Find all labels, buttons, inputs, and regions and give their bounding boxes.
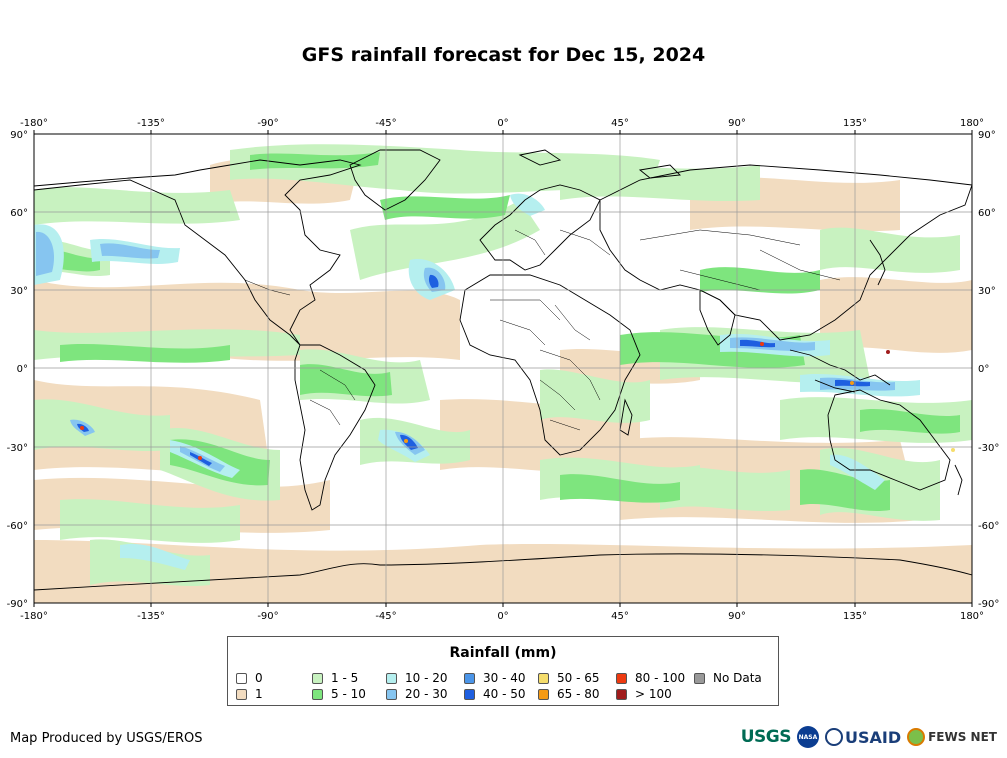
legend-swatch bbox=[386, 688, 397, 700]
lat-label: 0° bbox=[978, 364, 989, 375]
lon-label: -45° bbox=[375, 611, 396, 622]
rainfall-layer-5-10mm bbox=[34, 152, 960, 512]
tick-marks bbox=[33, 130, 973, 607]
lat-label: 30° bbox=[978, 286, 996, 297]
legend-swatch bbox=[538, 672, 549, 684]
legend-label: 20 - 30 bbox=[405, 687, 448, 701]
legend-label: 10 - 20 bbox=[405, 671, 448, 685]
legend-label: 50 - 65 bbox=[557, 671, 600, 685]
lat-label: 60° bbox=[978, 208, 996, 219]
legend-swatch bbox=[312, 672, 323, 684]
lat-label: -30° bbox=[7, 443, 28, 454]
legend-item: 30 - 40 bbox=[464, 671, 526, 685]
legend-item: 40 - 50 bbox=[464, 687, 526, 701]
legend-item: No Data bbox=[694, 671, 762, 685]
lat-label: 30° bbox=[10, 286, 28, 297]
usaid-seal-icon bbox=[824, 728, 843, 746]
legend-item: 1 - 5 bbox=[312, 671, 358, 685]
legend-item: 1 bbox=[236, 687, 263, 701]
legend-swatch bbox=[616, 688, 627, 700]
legend-label: 65 - 80 bbox=[557, 687, 600, 701]
lat-label: 90° bbox=[978, 130, 996, 141]
lat-label: -60° bbox=[978, 521, 999, 532]
lon-labels-top: -180° -135° -90° -45° 0° 45° 90° 135° 18… bbox=[20, 118, 984, 129]
lat-label: -90° bbox=[978, 599, 999, 610]
legend-label: 0 bbox=[255, 671, 263, 685]
lon-label: 180° bbox=[960, 611, 984, 622]
legend-item: 0 bbox=[236, 671, 263, 685]
country-borders bbox=[130, 211, 841, 431]
lat-label: 0° bbox=[17, 364, 28, 375]
legend-item: > 100 bbox=[616, 687, 672, 701]
lat-labels-right: 90° 60° 30° 0° -30° -60° -90° bbox=[978, 130, 999, 610]
lon-label: -180° bbox=[20, 611, 48, 622]
globe-icon bbox=[907, 728, 926, 746]
lat-label: 90° bbox=[10, 130, 28, 141]
legend-swatch bbox=[386, 672, 397, 684]
fews-net-logo: FEWS NET bbox=[907, 728, 997, 746]
lat-labels-left: 90° 60° 30° 0° -30° -60° -90° bbox=[7, 130, 28, 610]
legend-label: No Data bbox=[713, 671, 762, 685]
legend-item: 65 - 80 bbox=[538, 687, 600, 701]
legend-item: 5 - 10 bbox=[312, 687, 366, 701]
legend-item: 10 - 20 bbox=[386, 671, 448, 685]
lon-label: -135° bbox=[137, 118, 165, 129]
lat-label: -30° bbox=[978, 443, 999, 454]
lon-label: 0° bbox=[497, 118, 508, 129]
legend-label: 80 - 100 bbox=[635, 671, 686, 685]
map-title: GFS rainfall forecast for Dec 15, 2024 bbox=[301, 44, 706, 66]
legend-swatch bbox=[538, 688, 549, 700]
rainfall-layer-extreme bbox=[80, 342, 955, 460]
lon-label: 135° bbox=[843, 118, 867, 129]
legend-label: 1 - 5 bbox=[331, 671, 359, 685]
usgs-logo: USGS bbox=[740, 727, 792, 747]
legend-label: > 100 bbox=[635, 687, 672, 701]
legend-swatch bbox=[616, 672, 627, 684]
legend-label: 5 - 10 bbox=[331, 687, 366, 701]
legend-item: 80 - 100 bbox=[616, 671, 685, 685]
lon-label: -135° bbox=[137, 611, 165, 622]
lon-label: 180° bbox=[960, 118, 984, 129]
lat-label: -60° bbox=[7, 521, 28, 532]
usaid-logo: USAID bbox=[824, 728, 901, 747]
legend-label: 40 - 50 bbox=[483, 687, 526, 701]
legend-label: 1 bbox=[255, 687, 263, 701]
legend-swatch bbox=[312, 688, 323, 700]
legend-label: 30 - 40 bbox=[483, 671, 526, 685]
lon-label: 45° bbox=[611, 611, 629, 622]
lat-label: -90° bbox=[7, 599, 28, 610]
lon-label: -90° bbox=[257, 611, 278, 622]
legend-swatch bbox=[236, 688, 247, 700]
coastlines bbox=[34, 149, 972, 591]
legend: Rainfall (mm) 0 1 1 - 5 5 - 10 10 - 20 2… bbox=[227, 636, 779, 706]
lon-label: -180° bbox=[20, 118, 48, 129]
legend-swatch bbox=[694, 672, 705, 684]
lon-label: 90° bbox=[728, 611, 746, 622]
credit-text: Map Produced by USGS/EROS bbox=[10, 731, 203, 746]
legend-swatch bbox=[464, 688, 475, 700]
lon-label: 135° bbox=[843, 611, 867, 622]
legend-item: 50 - 65 bbox=[538, 671, 600, 685]
lon-label: -90° bbox=[257, 118, 278, 129]
rainfall-map: -180° -135° -90° -45° 0° 45° 90° 135° 18… bbox=[7, 118, 1000, 622]
legend-item: 20 - 30 bbox=[386, 687, 448, 701]
lat-label: 60° bbox=[10, 208, 28, 219]
lon-label: 90° bbox=[728, 118, 746, 129]
legend-swatch bbox=[236, 672, 247, 684]
lon-label: -45° bbox=[375, 118, 396, 129]
partner-logos: USGS NASA USAID FEWS NET bbox=[741, 726, 997, 748]
lon-label: 0° bbox=[497, 611, 508, 622]
nasa-logo: NASA bbox=[796, 726, 819, 748]
lon-labels-bottom: -180° -135° -90° -45° 0° 45° 90° 135° 18… bbox=[20, 611, 984, 622]
graticule bbox=[34, 134, 972, 603]
lon-label: 45° bbox=[611, 118, 629, 129]
legend-swatch bbox=[464, 672, 475, 684]
legend-title: Rainfall (mm) bbox=[449, 645, 557, 661]
